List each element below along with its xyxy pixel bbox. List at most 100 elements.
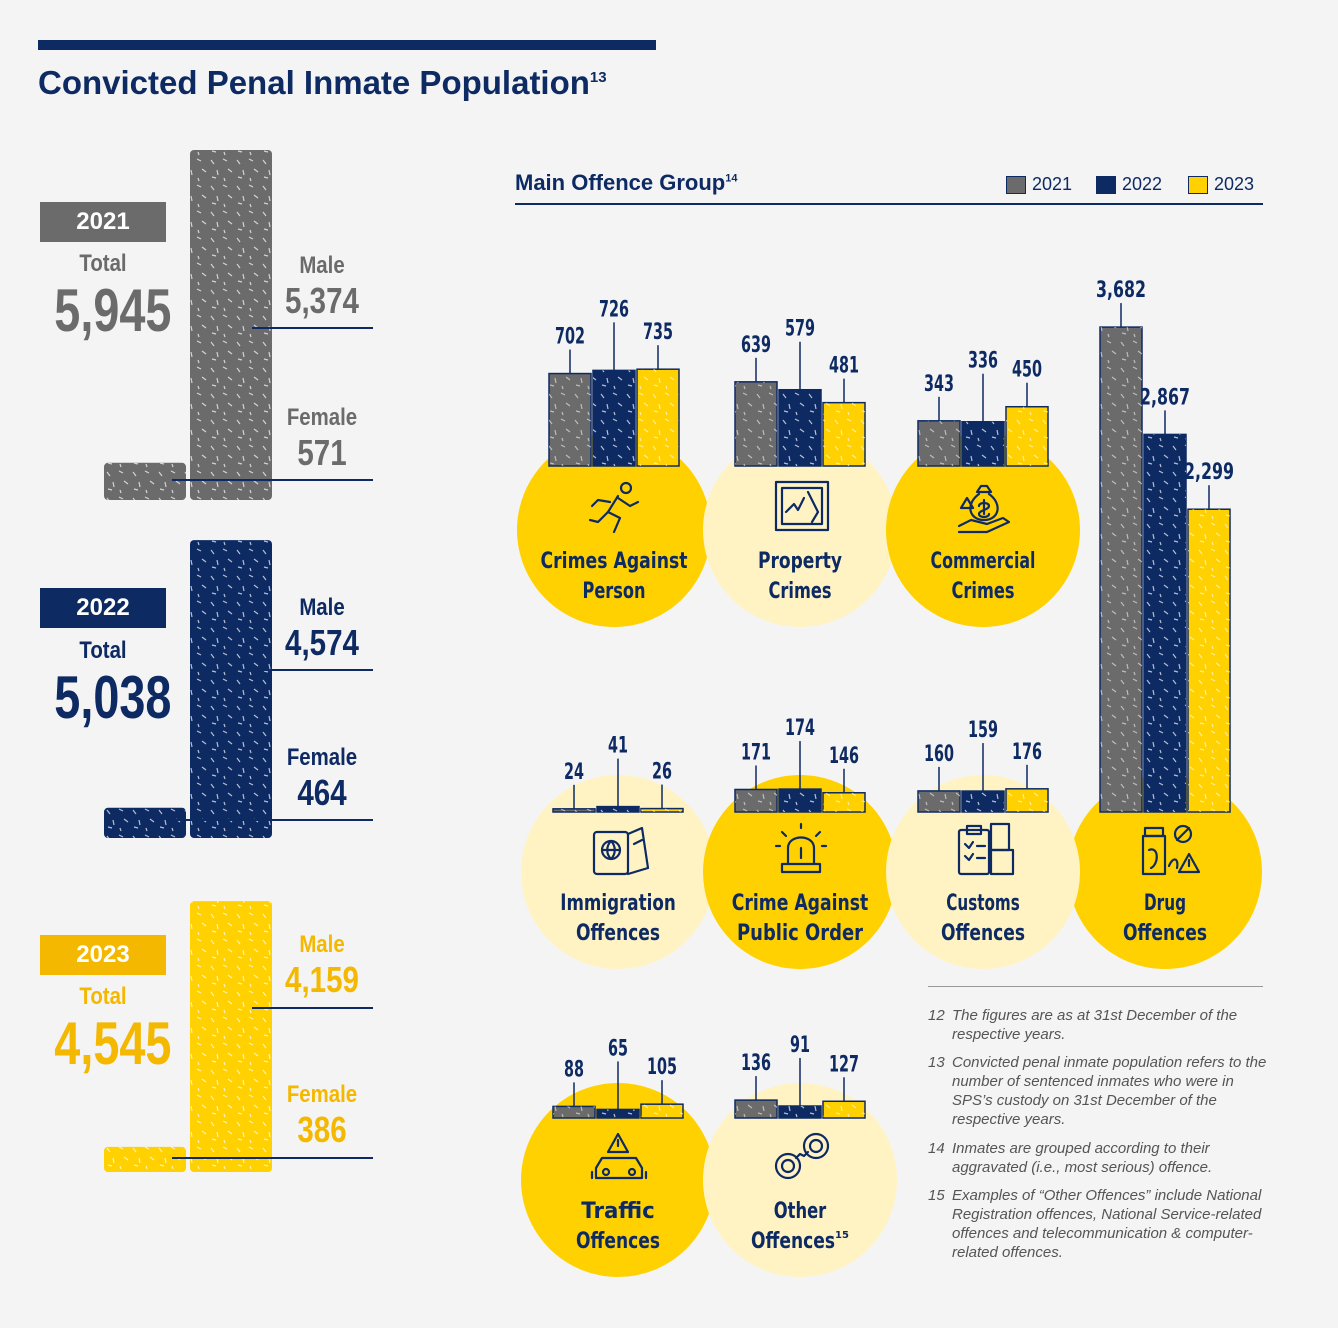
bar-texture-customs-offences-2022 — [962, 791, 1004, 812]
legend-swatch-2021 — [1006, 175, 1026, 194]
value-label-immigration-offences-2022: 41 — [608, 734, 628, 759]
value-label-customs-offences-2023: 176 — [1012, 740, 1042, 765]
notes-divider — [928, 986, 1263, 987]
bar-texture-crime-against-public-order-2023 — [823, 792, 865, 812]
female-label-2023: Female — [286, 1081, 358, 1108]
customs-clipboard-icon — [957, 822, 1015, 876]
chart-title-rule — [515, 203, 1263, 205]
category-label-immigration-offences: Immigration Offences — [560, 891, 676, 946]
running-person-icon — [588, 481, 640, 534]
bar-other-offences-2021: 136 — [734, 1051, 778, 1119]
male-label-2022: Male — [299, 594, 345, 621]
male-bar-texture-2021 — [190, 150, 272, 500]
bar-crimes-against-person-2021: 702 — [548, 325, 592, 467]
bar-property-crimes-2023: 481 — [822, 354, 866, 467]
bar-texture-crime-against-public-order-2022 — [779, 789, 821, 812]
footnote-14: 14 Inmates are grouped according to their… — [928, 1140, 1213, 1176]
bar-customs-offences-2021: 160 — [917, 742, 961, 813]
bar-texture-property-crimes-2021 — [735, 381, 777, 466]
bar-immigration-offences-2022: 41 — [596, 734, 640, 813]
bar-crime-against-public-order-2021: 171 — [734, 740, 778, 813]
legend-2023: 2023 — [1188, 174, 1254, 195]
year-badge-2022: 2022 — [40, 588, 166, 628]
value-label-crime-against-public-order-2022: 174 — [785, 716, 815, 741]
value-label-crimes-against-person-2021: 702 — [555, 325, 585, 350]
title-bar-accent — [38, 40, 656, 50]
male-value-2022: 4,574 — [285, 622, 359, 663]
bar-texture-property-crimes-2022 — [779, 389, 821, 466]
value-label-other-offences-2022: 91 — [790, 1033, 810, 1058]
bar-texture-drug-offences-2023 — [1188, 509, 1230, 812]
bar-immigration-offences-2021: 24 — [552, 760, 596, 813]
value-label-crimes-against-person-2022: 726 — [599, 297, 629, 322]
bar-traffic-offences-2023: 105 — [640, 1055, 684, 1119]
bar-texture-drug-offences-2021 — [1100, 327, 1142, 812]
bar-texture-drug-offences-2022 — [1144, 434, 1186, 812]
bar-commercial-crimes-2023: 450 — [1005, 358, 1049, 467]
category-label-property-crimes: Property Crimes — [758, 549, 842, 604]
value-label-immigration-offences-2021: 24 — [564, 760, 584, 785]
bar-texture-other-offences-2021 — [735, 1100, 777, 1118]
value-label-drug-offences-2022: 2,867 — [1140, 385, 1190, 410]
bar-texture-immigration-offences-2022 — [597, 806, 639, 812]
value-label-traffic-offences-2023: 105 — [647, 1055, 677, 1080]
category-label-commercial-crimes: Commercial Crimes — [931, 549, 1036, 604]
population-bars-2023 — [104, 901, 373, 1172]
female-label-2021: Female — [286, 404, 358, 431]
bar-texture-immigration-offences-2023 — [641, 808, 683, 812]
bar-texture-commercial-crimes-2021 — [918, 420, 960, 466]
legend-2021: 2021 — [1006, 174, 1072, 195]
male-value-2021: 5,374 — [285, 280, 359, 321]
bar-property-crimes-2022: 579 — [778, 317, 822, 467]
total-value-2021: 5,945 — [54, 277, 172, 344]
bar-drug-offences-2022: 2,867 — [1140, 385, 1190, 813]
category-circle-immigration-offences — [521, 775, 715, 969]
passport-icon — [592, 826, 650, 876]
category-label-other-offences: Other Offences15 — [751, 1199, 849, 1254]
total-label-2021: Total — [79, 250, 127, 277]
category-label-crime-against-public-order: Crime Against Public Order — [732, 891, 869, 946]
bar-drug-offences-2023: 2,299 — [1184, 460, 1234, 813]
bar-customs-offences-2023: 176 — [1005, 740, 1049, 813]
drug-bottle-icon — [1141, 824, 1201, 876]
category-label-crimes-against-person: Crimes Against Person — [541, 549, 688, 604]
value-label-customs-offences-2022: 159 — [968, 718, 998, 743]
category-circle-customs-offences — [886, 775, 1080, 969]
bar-texture-crimes-against-person-2022 — [593, 370, 635, 466]
female-value-2023: 386 — [297, 1109, 347, 1150]
female-label-2022: Female — [286, 744, 358, 771]
bar-texture-other-offences-2022 — [779, 1106, 821, 1118]
bar-crime-against-public-order-2022: 174 — [778, 716, 822, 813]
bar-crimes-against-person-2022: 726 — [592, 297, 636, 467]
female-bar-texture-2021 — [104, 462, 186, 500]
category-label-customs-offences: Customs Offences — [941, 891, 1025, 946]
male-value-2023: 4,159 — [285, 959, 359, 1000]
female-bar-texture-2022 — [104, 807, 186, 838]
value-label-crime-against-public-order-2021: 171 — [741, 740, 771, 765]
female-bar-texture-2023 — [104, 1146, 186, 1172]
category-circle-commercial-crimes — [886, 433, 1080, 627]
bar-texture-customs-offences-2023 — [1006, 788, 1048, 812]
value-label-property-crimes-2022: 579 — [785, 317, 815, 342]
siren-icon — [774, 822, 828, 874]
footnote-13: 13 Convicted penal inmate population refe… — [928, 1054, 1267, 1128]
value-label-property-crimes-2023: 481 — [829, 354, 859, 379]
bar-commercial-crimes-2021: 343 — [917, 372, 961, 467]
value-label-crimes-against-person-2023: 735 — [643, 320, 673, 345]
male-label-2023: Male — [299, 931, 345, 958]
value-label-other-offences-2023: 127 — [829, 1052, 859, 1077]
population-bars-2021 — [104, 150, 373, 500]
bar-crimes-against-person-2023: 735 — [636, 320, 680, 467]
bar-texture-other-offences-2023 — [823, 1101, 865, 1118]
total-label-2023: Total — [79, 983, 127, 1010]
male-label-2021: Male — [299, 252, 345, 279]
bar-other-offences-2023: 127 — [822, 1052, 866, 1119]
bar-other-offences-2022: 91 — [778, 1033, 822, 1119]
value-label-traffic-offences-2022: 65 — [608, 1036, 628, 1061]
handcuffs-icon — [774, 1132, 830, 1180]
bar-traffic-offences-2021: 88 — [552, 1057, 596, 1119]
total-value-2023: 4,545 — [54, 1010, 172, 1077]
bar-property-crimes-2021: 639 — [734, 333, 778, 467]
value-label-other-offences-2021: 136 — [741, 1051, 771, 1076]
value-label-crime-against-public-order-2023: 146 — [829, 744, 859, 769]
